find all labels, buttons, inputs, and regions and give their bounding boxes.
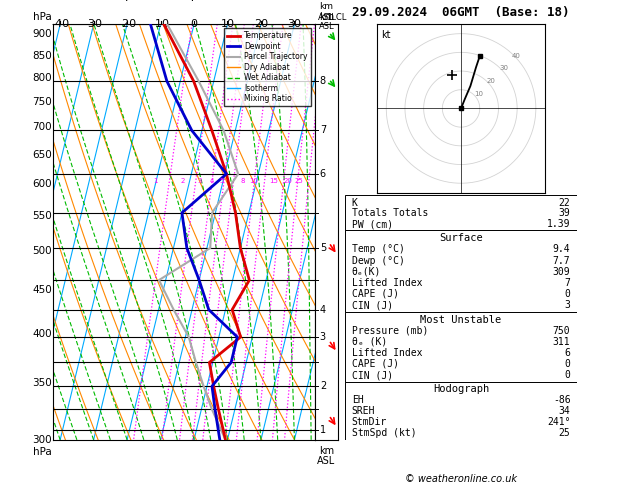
Text: 1LCL: 1LCL	[326, 13, 347, 22]
Text: 20: 20	[283, 178, 292, 184]
Text: CAPE (J): CAPE (J)	[352, 359, 399, 369]
Text: 500: 500	[33, 246, 52, 256]
Text: Lifted Index: Lifted Index	[352, 348, 422, 358]
Text: 10: 10	[249, 178, 258, 184]
Text: 300: 300	[33, 435, 52, 445]
Text: km: km	[319, 446, 334, 456]
Text: 7: 7	[320, 125, 326, 136]
Text: 9.4: 9.4	[553, 244, 571, 254]
Text: 29.09.2024  06GMT  (Base: 18): 29.09.2024 06GMT (Base: 18)	[352, 6, 570, 19]
Text: ASL: ASL	[319, 21, 334, 31]
Text: 1: 1	[153, 178, 158, 184]
Text: hPa: hPa	[33, 12, 52, 22]
Text: 311: 311	[553, 337, 571, 347]
Text: CIN (J): CIN (J)	[352, 370, 392, 380]
Text: Pressure (mb): Pressure (mb)	[352, 326, 428, 336]
Text: 4: 4	[320, 305, 326, 314]
Text: Most Unstable: Most Unstable	[420, 314, 502, 325]
Text: Hodograph: Hodograph	[433, 384, 489, 394]
Text: © weatheronline.co.uk: © weatheronline.co.uk	[405, 473, 517, 484]
Text: 700: 700	[33, 122, 52, 132]
Text: 0: 0	[565, 370, 571, 380]
Text: -86: -86	[553, 395, 571, 405]
Text: 1.39: 1.39	[547, 219, 571, 229]
Text: 1: 1	[320, 425, 326, 434]
Text: θₑ(K): θₑ(K)	[352, 267, 381, 277]
Text: 600: 600	[33, 179, 52, 189]
Text: 7: 7	[565, 278, 571, 288]
Text: StmDir: StmDir	[352, 417, 387, 427]
Text: 34: 34	[559, 406, 571, 417]
Text: 241°: 241°	[547, 417, 571, 427]
Text: 8: 8	[320, 76, 326, 86]
Text: CIN (J): CIN (J)	[352, 300, 392, 310]
Bar	[345, 230, 577, 312]
Text: 6: 6	[565, 348, 571, 358]
Text: EH: EH	[352, 395, 364, 405]
Text: 10: 10	[474, 91, 483, 97]
Text: 4: 4	[209, 178, 214, 184]
Text: 750: 750	[33, 97, 52, 107]
Text: 5: 5	[220, 178, 224, 184]
Text: Surface: Surface	[439, 233, 483, 243]
Bar	[345, 195, 577, 230]
Legend: Temperature, Dewpoint, Parcel Trajectory, Dry Adiabat, Wet Adiabat, Isotherm, Mi: Temperature, Dewpoint, Parcel Trajectory…	[223, 28, 311, 106]
Text: 650: 650	[33, 150, 52, 159]
Text: 400: 400	[33, 329, 52, 339]
Text: 22: 22	[559, 198, 571, 208]
Text: 20: 20	[254, 19, 268, 29]
Text: 800: 800	[33, 73, 52, 83]
Text: kt: kt	[381, 30, 390, 40]
Text: 10: 10	[221, 19, 235, 29]
Text: K: K	[352, 198, 357, 208]
Text: SREH: SREH	[352, 406, 375, 417]
Text: 3: 3	[197, 178, 201, 184]
Text: hPa: hPa	[33, 447, 52, 457]
Text: km
ASL: km ASL	[318, 2, 335, 22]
Text: ASL: ASL	[317, 456, 336, 467]
Text: 7.7: 7.7	[553, 256, 571, 265]
Text: 20: 20	[486, 78, 496, 84]
Text: Dewp (°C): Dewp (°C)	[352, 256, 404, 265]
Text: 3: 3	[565, 300, 571, 310]
Text: -10: -10	[152, 19, 170, 29]
Text: 25: 25	[559, 428, 571, 438]
Text: 8: 8	[241, 178, 245, 184]
Text: 550: 550	[33, 211, 52, 221]
Text: StmSpd (kt): StmSpd (kt)	[352, 428, 416, 438]
Text: Lifted Index: Lifted Index	[352, 278, 422, 288]
Text: -40: -40	[51, 19, 69, 29]
Text: 3: 3	[320, 332, 326, 342]
Bar	[345, 382, 577, 440]
Text: 39: 39	[559, 208, 571, 219]
Text: 450: 450	[33, 285, 52, 295]
Text: 15: 15	[269, 178, 277, 184]
Text: Temp (°C): Temp (°C)	[352, 244, 404, 254]
Text: -20: -20	[118, 19, 136, 29]
Text: 6: 6	[320, 169, 326, 179]
Text: CAPE (J): CAPE (J)	[352, 289, 399, 299]
Text: 2: 2	[181, 178, 185, 184]
Text: Dewpoint / Temperature (°C): Dewpoint / Temperature (°C)	[99, 0, 269, 1]
Text: 750: 750	[553, 326, 571, 336]
Text: 900: 900	[33, 30, 52, 39]
Text: Totals Totals: Totals Totals	[352, 208, 428, 219]
Text: 30: 30	[287, 19, 301, 29]
Text: θₑ (K): θₑ (K)	[352, 337, 387, 347]
Text: 0: 0	[565, 289, 571, 299]
Text: PW (cm): PW (cm)	[352, 219, 392, 229]
Text: 5: 5	[320, 243, 326, 253]
Text: 0: 0	[565, 359, 571, 369]
Text: -30: -30	[85, 19, 103, 29]
Text: 0: 0	[191, 19, 198, 29]
Text: 2: 2	[320, 381, 326, 391]
Text: 30: 30	[499, 65, 508, 71]
Text: 350: 350	[33, 378, 52, 388]
Text: 40: 40	[512, 52, 521, 59]
Bar	[345, 312, 577, 382]
Text: 309: 309	[553, 267, 571, 277]
Text: km: km	[319, 12, 334, 22]
Text: 850: 850	[33, 51, 52, 60]
Text: 25: 25	[295, 178, 304, 184]
